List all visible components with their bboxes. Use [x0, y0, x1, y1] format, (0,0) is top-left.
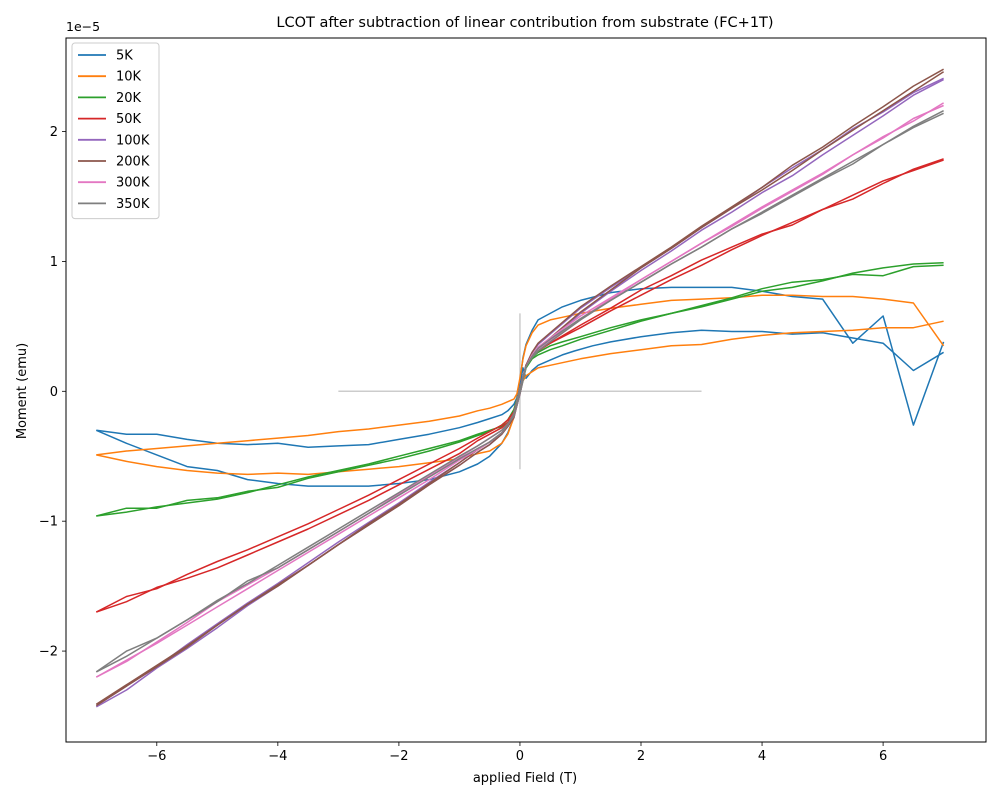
x-axis-ticks: −6 −4 −2 0 2 4 6: [147, 742, 887, 764]
y-axis-ticks: −2 −1 0 1 2: [39, 125, 66, 660]
x-tick-label: 6: [879, 749, 887, 764]
x-tick-label: −2: [389, 749, 408, 764]
series-line-10K-down: [96, 294, 945, 456]
series-line-5K-up: [96, 329, 944, 487]
legend-label: 50K: [116, 112, 142, 127]
axes-frame: [65, 37, 987, 743]
legend-label: 300K: [116, 176, 150, 191]
x-tick-label: 0: [516, 749, 524, 764]
x-tick-label: −4: [268, 749, 287, 764]
y-tick-label: 0: [50, 385, 58, 400]
x-tick-label: 4: [758, 749, 766, 764]
y-tick-label: 1: [50, 255, 58, 270]
legend-box: [71, 42, 160, 220]
series-line-350K-up: [95, 112, 944, 673]
plot-area: [95, 68, 945, 708]
legend-label: 350K: [116, 197, 150, 212]
legend-label: 5K: [116, 49, 133, 64]
chart-title: LCOT after subtraction of linear contrib…: [276, 15, 773, 31]
x-axis-label: applied Field (T): [473, 771, 577, 786]
legend-label: 100K: [116, 133, 150, 148]
y-tick-label: −1: [39, 515, 58, 530]
y-tick-label: 2: [50, 125, 58, 140]
legend-label: 200K: [116, 155, 150, 170]
x-tick-label: −6: [147, 749, 166, 764]
series-350K: [95, 110, 944, 673]
y-tick-label: −2: [39, 645, 58, 660]
x-tick-label: 2: [637, 749, 645, 764]
series-line-350K-down: [95, 110, 944, 673]
legend: 5K 10K 20K 50K 100K 200K 300K 350K: [71, 42, 160, 220]
legend-label: 20K: [116, 91, 142, 106]
legend-label: 10K: [116, 70, 142, 85]
y-axis-label: Moment (emu): [15, 343, 30, 439]
y-offset-text: 1e−5: [66, 19, 100, 34]
